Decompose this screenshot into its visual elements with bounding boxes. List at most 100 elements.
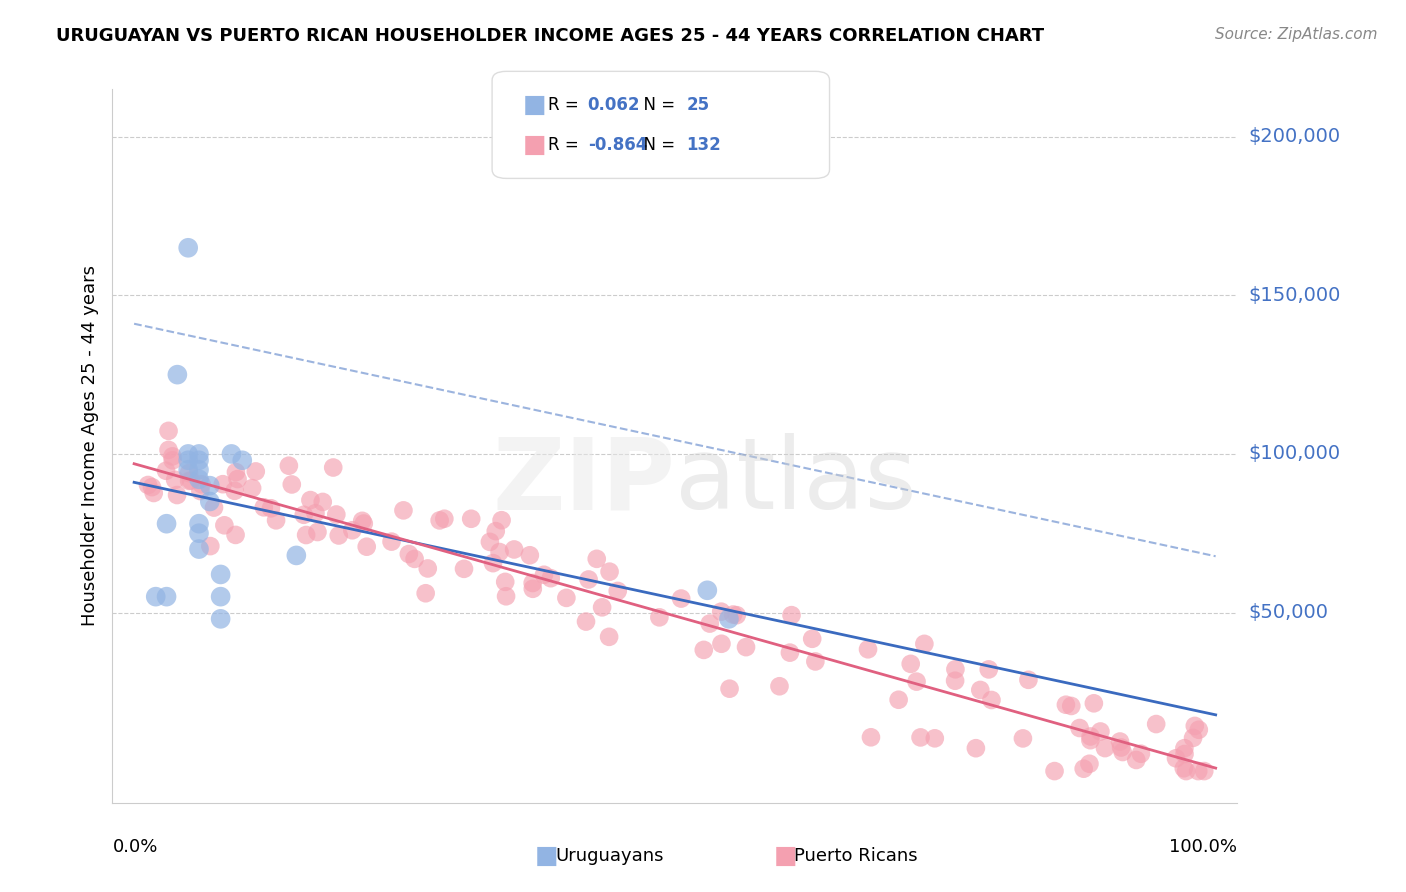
Point [224, 483, 246, 498]
Point [177, 466, 200, 480]
Point [155, 590, 177, 604]
Point [188, 472, 211, 486]
Point [202, 500, 225, 515]
Point [145, 590, 167, 604]
Point [226, 472, 249, 486]
Point [141, 480, 163, 494]
Text: ZIP: ZIP [492, 434, 675, 530]
Point [1184, 719, 1206, 733]
Point [198, 478, 221, 492]
Point [533, 567, 555, 582]
Text: Puerto Ricans: Puerto Ricans [794, 847, 918, 865]
Point [177, 447, 200, 461]
Text: atlas: atlas [675, 434, 917, 530]
Text: ■: ■ [523, 133, 547, 156]
Text: 25: 25 [686, 96, 709, 114]
Point [1182, 731, 1205, 745]
Point [260, 501, 283, 516]
Point [398, 547, 420, 561]
Point [768, 679, 790, 693]
Text: R =: R = [548, 96, 585, 114]
Point [312, 495, 335, 509]
Point [1094, 741, 1116, 756]
Point [1069, 721, 1091, 735]
Point [519, 548, 541, 562]
Point [165, 473, 187, 487]
Point [488, 545, 510, 559]
Point [264, 513, 287, 527]
Text: 0.0%: 0.0% [112, 838, 157, 855]
Text: -0.864: -0.864 [588, 136, 647, 153]
Point [322, 460, 344, 475]
Point [299, 493, 322, 508]
Point [804, 655, 827, 669]
Point [304, 506, 326, 520]
Text: Source: ZipAtlas.com: Source: ZipAtlas.com [1215, 27, 1378, 42]
Point [1173, 761, 1195, 775]
Point [453, 562, 475, 576]
Point [1043, 764, 1066, 778]
Point [1012, 731, 1035, 746]
Point [859, 731, 882, 745]
Point [977, 662, 1000, 676]
Text: N =: N = [633, 136, 681, 153]
Point [211, 477, 233, 491]
Point [696, 583, 718, 598]
Point [1188, 723, 1211, 737]
Text: R =: R = [548, 136, 585, 153]
Point [325, 508, 347, 522]
Point [162, 450, 184, 464]
Point [188, 463, 211, 477]
Point [1083, 696, 1105, 710]
Point [188, 447, 211, 461]
Point [1078, 756, 1101, 771]
Point [285, 549, 308, 563]
Point [1187, 764, 1209, 778]
Point [253, 500, 276, 515]
Point [491, 513, 513, 527]
Point [718, 681, 741, 696]
Point [710, 637, 733, 651]
Point [856, 642, 879, 657]
Point [1194, 764, 1216, 778]
Point [578, 573, 600, 587]
Point [221, 447, 243, 461]
Point [209, 567, 232, 582]
Point [945, 662, 967, 676]
Point [924, 731, 946, 746]
Point [328, 528, 350, 542]
Point [717, 612, 740, 626]
Point [166, 368, 188, 382]
Point [198, 494, 221, 508]
Point [162, 453, 184, 467]
Point [352, 514, 374, 528]
Point [912, 637, 935, 651]
Point [429, 513, 451, 527]
Point [188, 542, 211, 557]
Point [281, 477, 304, 491]
Point [209, 590, 232, 604]
Point [356, 540, 378, 554]
Point [245, 465, 267, 479]
Point [136, 478, 159, 492]
Point [188, 526, 211, 541]
Point [1164, 751, 1187, 765]
Point [910, 731, 932, 745]
Point [900, 657, 922, 671]
Point [522, 576, 544, 591]
Point [353, 516, 375, 531]
Point [380, 534, 402, 549]
Point [155, 516, 177, 531]
Point [606, 583, 628, 598]
Point [225, 528, 247, 542]
Point [415, 586, 437, 600]
Point [1173, 747, 1195, 761]
Point [585, 551, 607, 566]
Text: $150,000: $150,000 [1249, 285, 1341, 305]
Point [575, 615, 598, 629]
Point [240, 481, 263, 495]
Point [166, 488, 188, 502]
Text: $100,000: $100,000 [1249, 444, 1340, 464]
Point [1054, 698, 1077, 712]
Point [214, 518, 236, 533]
